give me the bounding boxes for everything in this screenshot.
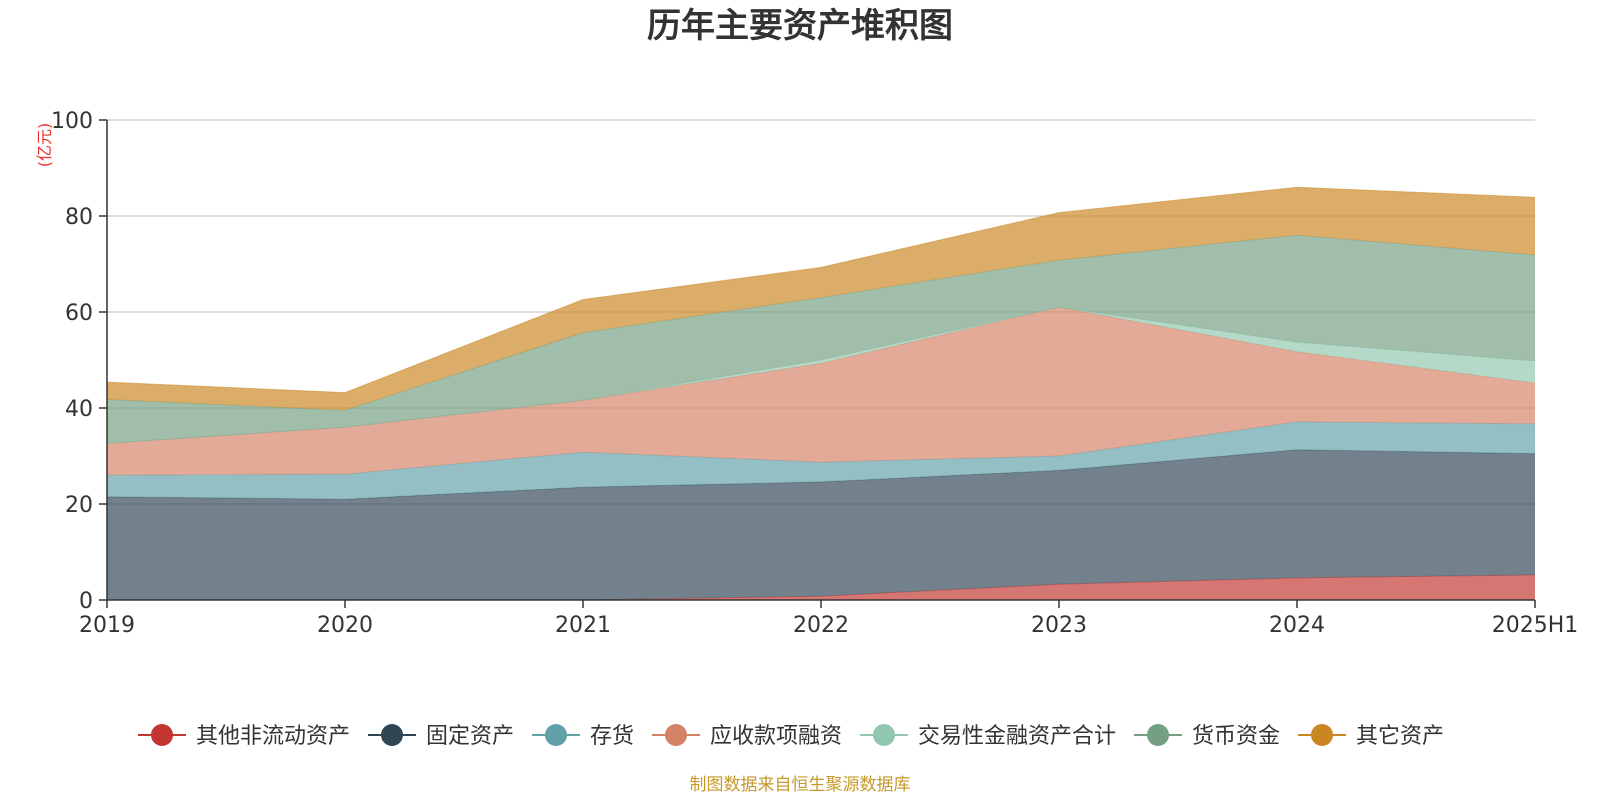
x-tick-label: 2024 — [1269, 613, 1325, 638]
legend-label: 其他非流动资产 — [196, 724, 350, 749]
x-tick-label: 2021 — [555, 613, 611, 638]
legend-circle-marker — [1147, 724, 1169, 746]
legend-circle-marker — [665, 724, 687, 746]
legend-circle-marker — [873, 724, 895, 746]
y-tick-label: 60 — [65, 301, 93, 326]
x-tick-label: 2019 — [79, 613, 135, 638]
y-tick-label: 20 — [65, 493, 93, 518]
area-series-6 — [107, 187, 1535, 411]
area-series-2 — [107, 421, 1535, 500]
legend: 其他非流动资产 固定资产 存货 应收款项融资 交易性金融资产合计 货币资金 其它资产 — [138, 724, 1444, 749]
legend-circle-marker — [151, 724, 173, 746]
legend-circle-marker — [545, 724, 567, 746]
legend-label: 其它资产 — [1356, 724, 1444, 749]
legend-item[interactable]: 应收款项融资 — [652, 724, 842, 749]
legend-item[interactable]: 固定资产 — [368, 724, 514, 749]
legend-label: 应收款项融资 — [710, 724, 842, 749]
area-series-1 — [107, 449, 1535, 600]
area-series-top-line-6 — [106, 186, 1536, 394]
y-tick-label: 100 — [51, 109, 93, 134]
legend-item[interactable]: 交易性金融资产合计 — [860, 724, 1116, 749]
x-tick-label: 2022 — [793, 613, 849, 638]
x-tick-label: 2020 — [317, 613, 373, 638]
legend-item[interactable]: 其它资产 — [1298, 724, 1444, 749]
area-series-5 — [107, 235, 1535, 444]
legend-item[interactable]: 货币资金 — [1134, 724, 1280, 749]
legend-label: 交易性金融资产合计 — [918, 724, 1116, 749]
y-axis-unit-label: (亿元) — [35, 123, 54, 168]
data-source-note: 制图数据来自恒生聚源数据库 — [690, 775, 911, 795]
area-series-3 — [107, 307, 1535, 476]
legend-item[interactable]: 存货 — [532, 724, 634, 749]
x-tick-label: 2023 — [1031, 613, 1087, 638]
legend-label: 货币资金 — [1192, 724, 1280, 749]
y-tick-label: 0 — [79, 589, 93, 614]
x-tick-label: 2025H1 — [1492, 613, 1579, 638]
chart-title: 历年主要资产堆积图 — [647, 6, 953, 46]
legend-label: 固定资产 — [426, 724, 514, 749]
y-tick-label: 80 — [65, 205, 93, 230]
legend-circle-marker — [1311, 724, 1333, 746]
legend-circle-marker — [381, 724, 403, 746]
legend-item[interactable]: 其他非流动资产 — [138, 724, 350, 749]
y-axis-ticks: 0 20 40 60 80 100 — [51, 109, 107, 614]
x-axis-ticks: 2019 2020 2021 2022 2023 2024 2025H1 — [79, 600, 1578, 638]
area-series-group — [106, 186, 1536, 601]
legend-label: 存货 — [590, 724, 634, 749]
y-tick-label: 40 — [65, 397, 93, 422]
